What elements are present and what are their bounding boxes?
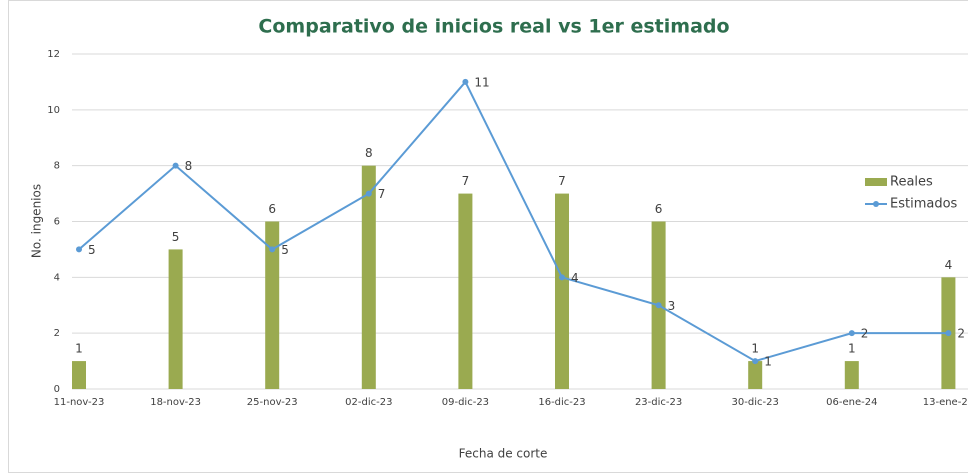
x-tick-label: 13-ene-24 [923,397,968,408]
bar [844,361,859,389]
y-axis-label: No. ingenios [30,184,44,258]
line [78,80,949,363]
data-label: 11 [474,75,489,89]
data-label: 5 [172,230,180,244]
x-tick-label: 30-dic-23 [732,397,779,408]
data-label: 1 [764,355,772,369]
y-tick-label: 8 [54,161,60,172]
x-tick-label: 25-nov-23 [247,397,298,408]
x-tick-label: 06-ene-24 [826,397,877,408]
bar [72,361,86,389]
line-point [945,330,952,337]
data-label: 8 [185,159,193,173]
x-tick-label: 16-dic-23 [538,397,585,408]
y-tick-label: 6 [54,217,60,228]
bar [748,361,763,389]
line-point [76,246,82,253]
legend-label: Estimados [890,197,958,212]
x-tick-label: 11-nov-23 [54,397,105,408]
data-label: 6 [655,202,663,216]
legend-label: Reales [890,175,933,190]
bar [361,165,376,389]
x-tick-label: 09-dic-23 [442,397,489,408]
legend-swatch [865,178,887,186]
x-tick-label: 23-dic-23 [635,397,682,408]
legend-swatch [873,201,879,207]
bar [458,193,473,389]
data-label: 1 [751,342,759,356]
line-point [365,190,372,197]
data-label: 5 [281,243,289,257]
data-label: 5 [88,243,96,257]
bar [265,221,280,389]
chart-title: Comparativo de inicios real vs 1er estim… [258,16,729,38]
line-point [269,246,276,253]
line-point [655,302,662,309]
line-point [462,78,469,85]
data-label: 2 [861,327,869,341]
data-label: 1 [75,342,83,356]
bar [555,193,569,389]
y-tick-label: 0 [54,384,60,395]
data-label: 4 [571,271,579,285]
y-tick-label: 12 [47,49,60,60]
x-axis-label: Fecha de corte [459,447,548,461]
data-label: 7 [462,174,470,188]
data-label: 7 [378,187,386,201]
line-point [172,162,179,169]
y-tick-label: 10 [47,105,60,116]
data-label: 2 [957,327,965,341]
line-point [848,330,855,337]
data-label: 6 [268,202,276,216]
bar [168,249,183,389]
data-label: 8 [365,146,373,160]
chart-frame [8,0,968,473]
data-label: 4 [945,258,953,272]
data-label: 1 [848,342,856,356]
x-tick-label: 02-dic-23 [345,397,392,408]
x-tick-label: 18-nov-23 [150,397,201,408]
line-point [559,274,565,281]
data-label: 7 [558,174,566,188]
y-tick-label: 2 [54,328,60,339]
line-point [752,358,759,365]
data-label: 3 [668,299,676,313]
y-tick-label: 4 [54,272,60,283]
